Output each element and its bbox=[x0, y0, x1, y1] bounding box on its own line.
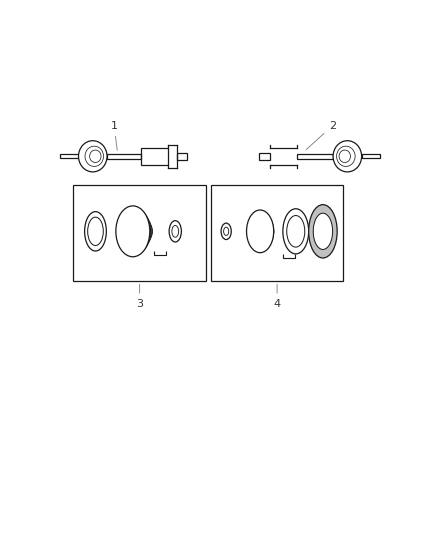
Ellipse shape bbox=[172, 225, 179, 237]
Ellipse shape bbox=[88, 217, 103, 246]
Ellipse shape bbox=[252, 214, 274, 248]
Ellipse shape bbox=[122, 209, 151, 254]
Ellipse shape bbox=[116, 206, 150, 257]
Text: 4: 4 bbox=[273, 284, 281, 309]
Ellipse shape bbox=[221, 223, 231, 239]
Bar bbox=[74, 185, 206, 281]
Ellipse shape bbox=[85, 212, 106, 251]
Bar bbox=[297, 154, 333, 159]
Ellipse shape bbox=[247, 210, 274, 253]
Ellipse shape bbox=[258, 218, 274, 245]
Bar bbox=[362, 154, 380, 158]
Ellipse shape bbox=[128, 213, 151, 249]
Bar bbox=[211, 185, 343, 281]
Ellipse shape bbox=[283, 209, 309, 254]
Bar bbox=[107, 154, 141, 159]
Ellipse shape bbox=[333, 141, 362, 172]
Ellipse shape bbox=[313, 213, 332, 249]
Bar bbox=[259, 152, 270, 160]
Ellipse shape bbox=[140, 222, 152, 240]
Ellipse shape bbox=[263, 222, 274, 240]
Ellipse shape bbox=[134, 217, 152, 245]
Ellipse shape bbox=[287, 215, 305, 247]
Ellipse shape bbox=[309, 205, 337, 258]
Bar bbox=[177, 152, 187, 160]
Bar bbox=[141, 148, 168, 165]
Text: 2: 2 bbox=[306, 121, 336, 150]
Text: 1: 1 bbox=[111, 121, 118, 150]
Ellipse shape bbox=[78, 141, 107, 172]
Ellipse shape bbox=[169, 221, 181, 242]
Text: 3: 3 bbox=[136, 284, 143, 309]
Ellipse shape bbox=[224, 227, 229, 236]
Bar bbox=[60, 154, 78, 158]
